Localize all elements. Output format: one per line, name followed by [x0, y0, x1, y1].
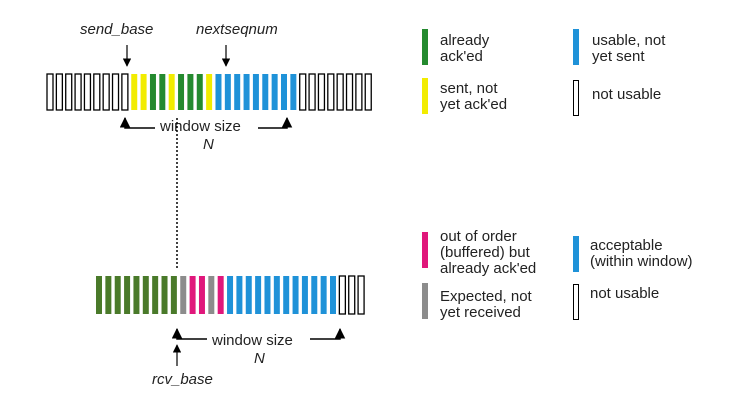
receiver-window-left-bracket	[171, 327, 207, 340]
receiver-slot-receiver-acked	[124, 276, 131, 314]
sender-slot-not-usable	[121, 73, 129, 111]
sender-slot-sent-not-acked	[168, 74, 175, 110]
sender-slot-not-usable	[364, 73, 372, 111]
receiver-sequence-slots	[96, 275, 365, 315]
legend-label-already-acked: already ack'ed	[440, 32, 490, 65]
sender-window-size-label: window size	[160, 118, 241, 135]
receiver-window-right-bracket	[310, 327, 346, 340]
sender-slot-usable	[234, 74, 241, 110]
receiver-slot-acceptable	[311, 276, 318, 314]
receiver-slot-acceptable	[227, 276, 234, 314]
sender-slot-acked	[196, 74, 203, 110]
sender-slot-not-usable	[93, 73, 101, 111]
receiver-slot-acceptable	[236, 276, 243, 314]
sender-slot-not-usable	[65, 73, 73, 111]
receiver-slot-acceptable	[283, 276, 290, 314]
receiver-slot-not-usable	[338, 275, 347, 315]
rcv-base-label: rcv_base	[152, 371, 213, 388]
sender-slot-usable	[271, 74, 278, 110]
receiver-slot-out-of-order	[217, 276, 224, 314]
sender-slot-usable	[224, 74, 231, 110]
sender-slot-sent-not-acked	[140, 74, 147, 110]
receiver-slot-acceptable	[301, 276, 308, 314]
sender-window-left-bracket	[119, 116, 155, 129]
legend-swatch-acceptable	[573, 236, 579, 272]
receiver-slot-acceptable	[255, 276, 262, 314]
legend-swatch-usable-not-sent	[573, 29, 579, 65]
receiver-slot-receiver-acked	[133, 276, 140, 314]
legend-swatch-receiver-not-usable	[573, 284, 579, 320]
sender-slot-not-usable	[46, 73, 54, 111]
sender-slot-acked	[178, 74, 185, 110]
sender-slot-not-usable	[74, 73, 82, 111]
sender-slot-acked	[187, 74, 194, 110]
sender-slot-not-usable	[327, 73, 335, 111]
receiver-slot-not-usable	[348, 275, 356, 315]
sender-slot-sent-not-acked	[131, 74, 138, 110]
receiver-slot-receiver-acked	[152, 276, 159, 314]
receiver-slot-acceptable	[273, 276, 280, 314]
receiver-slot-expected	[208, 276, 215, 314]
sender-slot-usable	[281, 74, 287, 110]
sender-slot-usable	[290, 74, 297, 110]
legend-label-sent-not-acked: sent, not yet ack'ed	[440, 80, 508, 113]
sender-slot-acked	[159, 74, 166, 110]
receiver-slot-acceptable	[245, 276, 252, 314]
sender-slot-usable	[215, 74, 222, 110]
send-base-label: send_base	[80, 21, 154, 38]
sender-slot-not-usable	[355, 73, 363, 111]
legend-swatch-sent-not-acked	[422, 78, 428, 114]
receiver-window-size-label: window size	[212, 332, 293, 349]
sender-slot-sent-not-acked	[206, 74, 213, 110]
legend-label-acceptable: acceptable (within window)	[590, 237, 693, 270]
receiver-slot-receiver-acked	[142, 276, 149, 314]
legend-label-out-of-order: out of order (buffered) but already ack'…	[440, 228, 537, 277]
receiver-slot-out-of-order	[189, 276, 196, 314]
receiver-slot-acceptable	[264, 276, 271, 314]
receiver-slot-out-of-order	[198, 276, 205, 314]
sender-sequence-slots	[46, 73, 372, 111]
legend-label-usable-not-sent: usable, not yet sent	[592, 32, 666, 65]
receiver-slot-receiver-acked	[114, 276, 121, 314]
sender-window-n-label: N	[203, 136, 214, 153]
sender-slot-not-usable	[83, 73, 92, 111]
sender-slot-usable	[243, 74, 250, 110]
receiver-window-n-label: N	[254, 350, 265, 367]
legend-swatch-not-usable	[573, 80, 579, 116]
sender-slot-not-usable	[345, 73, 354, 111]
sender-slot-not-usable	[299, 73, 307, 111]
sender-slot-not-usable	[317, 73, 326, 111]
legend-swatch-out-of-order	[422, 232, 428, 268]
sender-slot-acked	[149, 74, 156, 110]
receiver-slot-acceptable	[292, 276, 299, 314]
sender-slot-not-usable	[336, 73, 344, 111]
sender-slot-not-usable	[111, 73, 120, 111]
receiver-slot-receiver-acked	[161, 276, 168, 314]
sender-slot-usable	[262, 74, 269, 110]
legend-label-expected: Expected, not yet received	[440, 288, 532, 321]
receiver-slot-acceptable	[320, 276, 327, 314]
sender-slot-not-usable	[102, 73, 110, 111]
receiver-slot-expected	[180, 276, 187, 314]
legend-swatch-expected	[422, 283, 428, 319]
receiver-slot-not-usable	[357, 275, 365, 315]
legend-label-receiver-not-usable: not usable	[590, 285, 660, 302]
legend-label-not-usable: not usable	[592, 86, 662, 103]
receiver-slot-receiver-acked	[96, 276, 102, 314]
legend-swatch-already-acked	[422, 29, 428, 65]
sender-slot-not-usable	[55, 73, 64, 111]
receiver-slot-receiver-acked	[105, 276, 112, 314]
nextseqnum-label: nextseqnum	[196, 21, 278, 38]
receiver-slot-acceptable	[330, 276, 336, 314]
sender-slot-not-usable	[308, 73, 316, 111]
sender-slot-usable	[252, 74, 259, 110]
receiver-slot-receiver-acked	[170, 276, 177, 314]
sender-window-right-bracket	[258, 116, 293, 129]
